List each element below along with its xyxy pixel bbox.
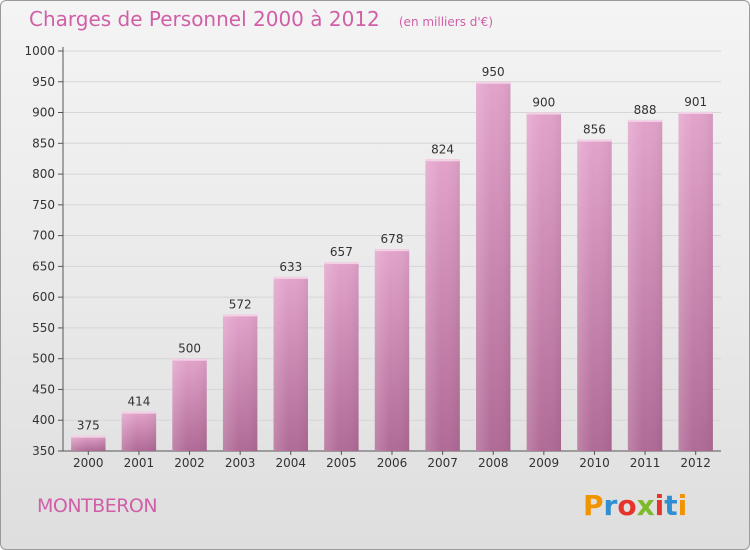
bar-top-edge	[526, 112, 562, 115]
bar-shine	[273, 276, 308, 451]
logo-letter: i	[654, 489, 665, 522]
x-tick-label: 2007	[427, 456, 458, 470]
bar-top-edge	[678, 111, 713, 114]
bar-top-edge	[324, 262, 359, 265]
x-tick-label: 2002	[174, 456, 205, 470]
x-tick-label: 2012	[680, 456, 711, 470]
y-tick-label: 550	[32, 321, 55, 335]
bar-value-label: 633	[279, 260, 302, 274]
bar-value-label: 900	[532, 96, 555, 110]
y-tick-label: 600	[32, 290, 55, 304]
y-tick-label: 650	[32, 259, 55, 273]
bar-top-edge	[172, 358, 207, 361]
bar-shine	[627, 119, 663, 451]
bar-shine	[678, 111, 713, 451]
logo-letter: r	[603, 489, 618, 522]
bar-value-label: 414	[127, 395, 150, 409]
bar-value-label: 950	[482, 65, 505, 79]
bar-value-label: 572	[229, 297, 252, 311]
bar-shine	[526, 112, 562, 452]
x-tick-label: 2009	[529, 456, 560, 470]
x-tick-label: 2004	[275, 456, 306, 470]
bar-top-edge	[577, 139, 612, 142]
bar	[627, 119, 663, 451]
bar-top-edge	[374, 249, 410, 252]
bar-value-label: 375	[77, 419, 100, 433]
x-tick-label: 2006	[377, 456, 408, 470]
bar-top-edge	[425, 159, 460, 162]
x-tick-label: 2000	[73, 456, 104, 470]
x-tick-label: 2011	[630, 456, 661, 470]
bar	[374, 249, 410, 451]
bar-top-edge	[222, 314, 258, 317]
y-tick-label: 400	[32, 413, 55, 427]
bar-shine	[71, 435, 106, 451]
bar-shine	[476, 81, 511, 452]
bar	[222, 314, 258, 451]
bar	[476, 81, 511, 452]
bar-shine	[222, 314, 258, 451]
bar	[273, 276, 308, 451]
bar-shine	[324, 262, 359, 451]
bar-top-edge	[71, 435, 106, 438]
logo-letter: x	[636, 489, 655, 522]
logo-letter: t	[664, 489, 678, 522]
bar-top-edge	[121, 411, 157, 414]
bar-value-label: 901	[684, 95, 707, 109]
y-tick-label: 950	[32, 75, 55, 89]
bar-value-label: 500	[178, 342, 201, 356]
x-tick-label: 2008	[478, 456, 509, 470]
bar-value-label: 888	[634, 103, 657, 117]
bar-top-edge	[476, 81, 511, 84]
bar	[526, 112, 562, 452]
x-tick-label: 2005	[326, 456, 357, 470]
y-tick-label: 900	[32, 106, 55, 120]
title-block: Charges de Personnel 2000 à 2012 (en mil…	[29, 7, 493, 31]
logo-letter: o	[617, 489, 637, 522]
y-tick-label: 450	[32, 382, 55, 396]
bar-shine	[172, 358, 207, 451]
bar-value-label: 856	[583, 123, 606, 137]
bar-value-label: 678	[381, 232, 404, 246]
y-tick-label: 1000	[24, 44, 55, 58]
bar-value-label: 657	[330, 245, 353, 259]
y-tick-label: 850	[32, 136, 55, 150]
logo-letter: i	[677, 489, 688, 522]
bar-top-edge	[273, 276, 308, 279]
bar	[121, 411, 157, 451]
bar	[425, 159, 460, 452]
x-tick-label: 2001	[124, 456, 155, 470]
commune-name: MONTBERON	[37, 495, 158, 517]
y-tick-label: 350	[32, 444, 55, 458]
bar	[71, 435, 106, 451]
chart-subtitle: (en milliers d'€)	[398, 15, 493, 29]
bar	[577, 139, 612, 451]
bar-value-label: 824	[431, 142, 454, 156]
x-tick-label: 2003	[225, 456, 256, 470]
y-tick-label: 700	[32, 229, 55, 243]
bar	[324, 262, 359, 451]
bar-top-edge	[627, 119, 663, 122]
data-labels: 375 2000 414 2001 500 2002 572 2003 633 2004 657 20…	[73, 65, 711, 470]
proxiti-logo[interactable]: Proxiti	[583, 489, 687, 522]
bar-shine	[121, 411, 157, 451]
chart-title: Charges de Personnel 2000 à 2012	[29, 7, 380, 31]
y-tick-label: 750	[32, 198, 55, 212]
bar	[678, 111, 713, 451]
x-tick-label: 2010	[579, 456, 610, 470]
y-tick-label: 800	[32, 167, 55, 181]
bar	[172, 358, 207, 451]
logo-letter: P	[583, 489, 604, 522]
y-tick-label: 500	[32, 352, 55, 366]
bar-shine	[577, 139, 612, 451]
bar-shine	[425, 159, 460, 452]
bar-shine	[374, 249, 410, 451]
bars	[71, 81, 713, 452]
